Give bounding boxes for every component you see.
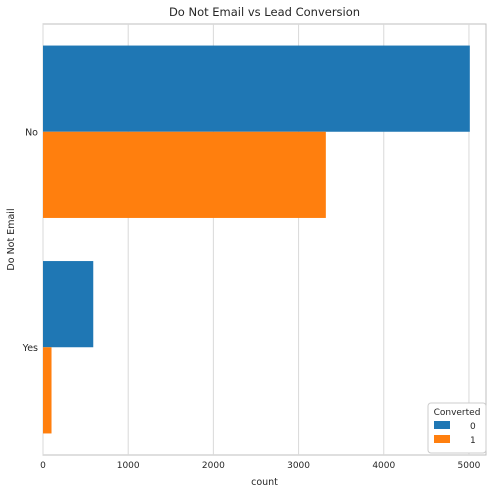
bar <box>43 261 94 348</box>
x-tick-label: 3000 <box>287 461 310 471</box>
legend: Converted 0 1 <box>427 402 487 454</box>
y-tick-label: Yes <box>22 343 38 354</box>
x-ticks: 0 1000 2000 3000 4000 5000 <box>40 461 481 471</box>
chart-title: Do Not Email vs Lead Conversion <box>169 5 360 19</box>
y-tick-label: No <box>25 127 38 138</box>
x-tick-label: 4000 <box>372 461 395 471</box>
legend-swatch <box>434 421 450 429</box>
x-tick-label: 0 <box>40 461 46 471</box>
bar <box>43 45 470 132</box>
bar <box>43 347 52 434</box>
x-tick-label: 5000 <box>458 461 481 471</box>
x-axis-label: count <box>251 477 278 488</box>
bar <box>43 131 326 218</box>
y-ticks: No Yes <box>22 127 39 354</box>
legend-title: Converted <box>434 408 481 418</box>
legend-swatch <box>434 435 450 443</box>
legend-label: 0 <box>470 422 476 432</box>
bars <box>43 45 470 434</box>
legend-label: 1 <box>470 436 476 446</box>
x-tick-label: 2000 <box>202 461 225 471</box>
y-axis-label: Do Not Email <box>6 208 17 270</box>
x-tick-label: 1000 <box>117 461 140 471</box>
